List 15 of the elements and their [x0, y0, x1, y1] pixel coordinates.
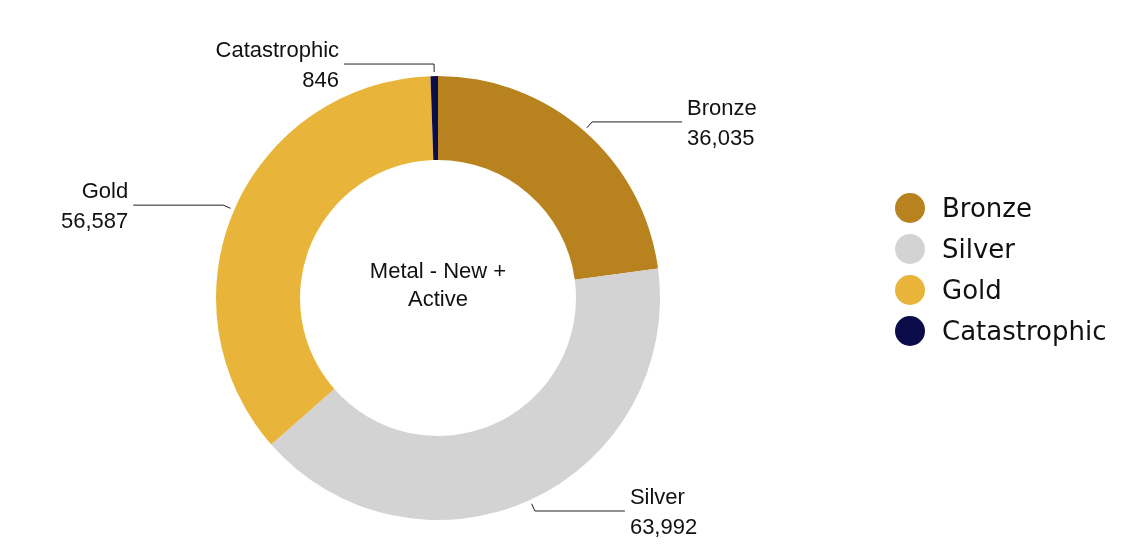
legend-label: Catastrophic [942, 316, 1107, 346]
slice-label: Silver [629, 484, 685, 509]
data-label: 846 [302, 67, 340, 93]
slice-label: Catastrophic [215, 37, 340, 63]
legend-label: Gold [942, 275, 1002, 305]
donut-slice [438, 76, 659, 280]
data-label: 36,035 [687, 124, 755, 150]
slice-label: Gold [81, 178, 129, 204]
legend-label: Silver [942, 234, 1016, 264]
data-label: 56,587 [60, 208, 129, 234]
slice-label: Bronze [687, 94, 757, 120]
text: Metal - New + Active [369, 258, 507, 311]
data-label: 63,992 [629, 514, 698, 539]
donut-slice [430, 76, 438, 161]
legend-label: Bronze [942, 193, 1032, 223]
